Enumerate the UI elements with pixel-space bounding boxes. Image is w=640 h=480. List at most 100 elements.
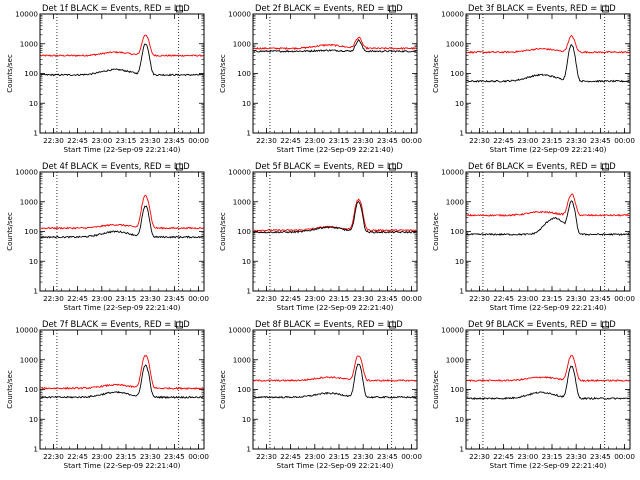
x-tick-label: 23:45 — [590, 452, 611, 461]
y-tick-label: 1 — [246, 445, 251, 454]
y-axis-label: Counts/sec — [432, 370, 440, 409]
y-axis-label: Counts/sec — [6, 212, 14, 251]
series-lld — [40, 355, 204, 390]
x-tick-label: 22:30 — [256, 136, 277, 145]
y-axis-label: Counts/sec — [219, 370, 227, 409]
panel-marker — [602, 5, 609, 13]
x-tick-label: 23:45 — [164, 294, 185, 303]
y-tick-label: 100 — [24, 227, 38, 236]
panel-title: Det 3f BLACK = Events, RED = LLD — [468, 3, 616, 13]
y-tick-label: 100 — [237, 69, 251, 78]
x-tick-label: 00:00 — [614, 294, 635, 303]
x-tick-label: 23:45 — [590, 294, 611, 303]
series-lld — [253, 36, 417, 50]
panel-marker — [602, 163, 609, 171]
x-tick-label: 22:45 — [280, 294, 301, 303]
panel-title: Det 7f BLACK = Events, RED = LLD — [42, 319, 190, 329]
x-tick-label: 00:00 — [614, 136, 635, 145]
y-axis-label: Counts/sec — [6, 54, 14, 93]
panel-4: Det 4f BLACK = Events, RED = LLD 1 10 100 10… — [6, 161, 209, 312]
panel-9: Det 9f BLACK = Events, RED = LLD 1 10 100 10… — [432, 319, 635, 470]
panel-marker — [176, 163, 183, 171]
series-lld — [40, 194, 204, 230]
x-tick-label: 00:00 — [401, 136, 422, 145]
y-tick-label: 1000 — [233, 197, 252, 206]
x-tick-label: 23:00 — [517, 136, 538, 145]
x-tick-label: 23:15 — [329, 294, 350, 303]
plot-frame — [252, 329, 418, 450]
plot-frame — [39, 13, 205, 134]
x-axis-label: Start Time (22-Sep-09 22:21:40) — [64, 145, 181, 154]
panel-marker — [602, 321, 609, 329]
y-tick-label: 10 — [29, 99, 39, 108]
x-tick-label: 22:45 — [280, 452, 301, 461]
series-events — [253, 200, 417, 234]
series-events — [253, 38, 417, 53]
plot-frame — [252, 13, 418, 134]
y-tick-label: 1 — [459, 129, 464, 138]
y-tick-label: 1000 — [233, 39, 252, 48]
x-tick-label: 23:30 — [140, 294, 161, 303]
x-tick-label: 00:00 — [188, 136, 209, 145]
panel-title: Det 1f BLACK = Events, RED = LLD — [42, 3, 190, 13]
x-tick-label: 23:00 — [304, 294, 325, 303]
y-tick-label: 1 — [246, 129, 251, 138]
y-tick-label: 10000 — [441, 10, 464, 19]
x-tick-label: 22:30 — [43, 452, 64, 461]
panel-6: Det 6f BLACK = Events, RED = LLD 1 10 100 10… — [432, 161, 635, 312]
y-tick-label: 1 — [459, 287, 464, 296]
x-axis-label: Start Time (22-Sep-09 22:21:40) — [490, 145, 607, 154]
x-tick-label: 22:30 — [469, 136, 490, 145]
y-tick-label: 10 — [455, 99, 465, 108]
y-tick-label: 1000 — [20, 197, 39, 206]
x-tick-label: 00:00 — [614, 452, 635, 461]
x-tick-label: 23:00 — [91, 294, 112, 303]
y-tick-label: 10 — [242, 257, 252, 266]
series-lld — [253, 355, 417, 382]
x-tick-label: 22:45 — [67, 452, 88, 461]
y-tick-label: 10000 — [15, 326, 38, 335]
y-tick-label: 100 — [450, 69, 464, 78]
y-tick-label: 1000 — [446, 197, 465, 206]
panel-marker — [389, 5, 396, 13]
y-tick-label: 10 — [242, 99, 252, 108]
series-events — [253, 363, 417, 399]
panel-title: Det 8f BLACK = Events, RED = LLD — [255, 319, 403, 329]
series-events — [40, 43, 204, 77]
x-tick-label: 23:45 — [377, 294, 398, 303]
panel-2: Det 2f BLACK = Events, RED = LLD 1 10 100 10… — [219, 3, 422, 154]
panel-marker — [176, 321, 183, 329]
x-tick-label: 23:30 — [566, 452, 587, 461]
panel-title: Det 4f BLACK = Events, RED = LLD — [42, 161, 190, 171]
x-tick-label: 23:30 — [566, 136, 587, 145]
y-tick-label: 10000 — [441, 326, 464, 335]
series-events — [466, 44, 630, 83]
series-lld — [466, 34, 630, 54]
y-axis-label: Counts/sec — [219, 212, 227, 251]
plot-frame — [39, 171, 205, 292]
x-axis-label: Start Time (22-Sep-09 22:21:40) — [277, 145, 394, 154]
x-tick-label: 23:00 — [91, 452, 112, 461]
x-axis-label: Start Time (22-Sep-09 22:21:40) — [64, 461, 181, 470]
y-tick-label: 1000 — [446, 355, 465, 364]
y-tick-label: 10 — [29, 257, 39, 266]
plot-frame — [39, 329, 205, 450]
x-tick-label: 23:15 — [542, 452, 563, 461]
y-tick-label: 10000 — [228, 326, 251, 335]
x-tick-label: 23:00 — [304, 452, 325, 461]
series-events — [40, 364, 204, 399]
y-tick-label: 100 — [24, 69, 38, 78]
plot-frame — [465, 13, 631, 134]
series-lld — [40, 34, 204, 57]
x-tick-label: 22:45 — [493, 294, 514, 303]
x-tick-label: 22:30 — [256, 294, 277, 303]
y-axis-label: Counts/sec — [432, 212, 440, 251]
x-axis-label: Start Time (22-Sep-09 22:21:40) — [277, 461, 394, 470]
series-events — [466, 365, 630, 401]
x-tick-label: 23:30 — [353, 136, 374, 145]
x-tick-label: 23:15 — [329, 452, 350, 461]
x-axis-label: Start Time (22-Sep-09 22:21:40) — [277, 303, 394, 312]
x-tick-label: 22:30 — [43, 136, 64, 145]
x-axis-label: Start Time (22-Sep-09 22:21:40) — [64, 303, 181, 312]
y-tick-label: 1000 — [446, 39, 465, 48]
